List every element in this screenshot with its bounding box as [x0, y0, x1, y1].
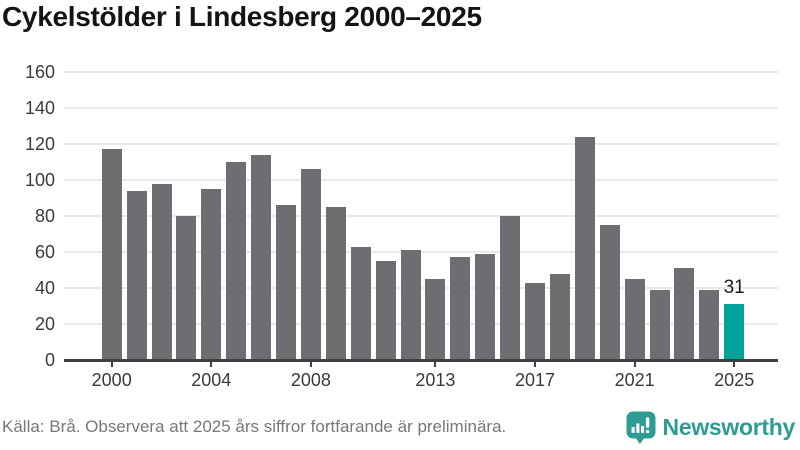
bar-2007: [276, 205, 296, 360]
x-axis-tick: [534, 362, 536, 367]
newsworthy-wordmark: Newsworthy: [662, 413, 796, 440]
bar-2020: [599, 225, 620, 360]
x-axis-label: 2004: [191, 370, 232, 390]
bar-2023: [674, 268, 695, 360]
gridline: [64, 323, 778, 325]
x-axis-label: 2021: [614, 370, 655, 390]
y-axis-label: 60: [34, 242, 55, 262]
bar-2005: [226, 162, 247, 360]
bar-2015: [475, 253, 496, 360]
chart-title: Cykelstölder i Lindesberg 2000–2025: [2, 1, 482, 32]
gridline: [64, 107, 778, 109]
gridline: [64, 143, 778, 145]
footer: Källa: Brå. Observera att 2025 års siffr…: [0, 406, 800, 448]
newsworthy-logo[interactable]: Newsworthy: [626, 411, 795, 444]
bar-2011: [375, 261, 396, 360]
bar-2000: [101, 149, 122, 360]
bar-2012: [400, 250, 421, 360]
x-axis-tick: [633, 362, 636, 367]
x-axis-tick: [110, 362, 113, 367]
bar-2004: [201, 189, 222, 360]
x-axis-label: 2017: [514, 370, 556, 390]
bar-2009: [325, 207, 346, 360]
highlight-value-label: 31: [723, 277, 745, 299]
bar-2016: [500, 216, 521, 360]
x-axis-label: 2013: [415, 370, 456, 390]
gridline: [64, 287, 778, 289]
bar-2013: [425, 279, 446, 360]
y-axis-label: 140: [24, 98, 55, 118]
x-axis-tick: [210, 362, 213, 367]
x-axis-label: 2000: [91, 370, 132, 390]
bar-2017: [525, 282, 545, 360]
x-axis-tick: [434, 362, 437, 367]
bar-2022: [649, 289, 670, 360]
gridline: [64, 179, 778, 181]
source-note: Källa: Brå. Observera att 2025 års siffr…: [2, 417, 507, 436]
bar-2018: [549, 273, 570, 360]
bar-2001: [126, 190, 147, 360]
bar-2010: [350, 246, 371, 360]
newsworthy-bar-chart-bubble-icon: [626, 411, 656, 444]
bar-2008: [300, 169, 321, 360]
x-axis-label: 2025: [714, 370, 755, 390]
y-axis-label: 20: [34, 314, 55, 334]
y-axis-label: 160: [24, 62, 55, 82]
bar-2021: [624, 279, 645, 360]
bar-2024: [699, 289, 720, 360]
y-axis-label: 120: [24, 134, 55, 154]
x-axis-label: 2008: [290, 370, 331, 390]
bar-2003: [176, 216, 197, 360]
y-axis-label: 80: [34, 206, 55, 226]
x-axis-line: [64, 359, 778, 362]
gridline: [64, 71, 778, 73]
bar-2002: [151, 183, 172, 360]
x-axis-tick: [733, 362, 736, 367]
bar-2025: [724, 304, 745, 360]
y-axis-label: 40: [34, 278, 55, 298]
x-axis-tick: [309, 362, 312, 367]
gridline: [64, 215, 778, 217]
bar-2014: [450, 257, 471, 360]
y-axis-label: 0: [44, 350, 55, 370]
bar-2006: [251, 154, 272, 360]
bar-2019: [574, 136, 595, 360]
gridline: [64, 251, 778, 253]
y-axis-label: 100: [24, 170, 55, 190]
